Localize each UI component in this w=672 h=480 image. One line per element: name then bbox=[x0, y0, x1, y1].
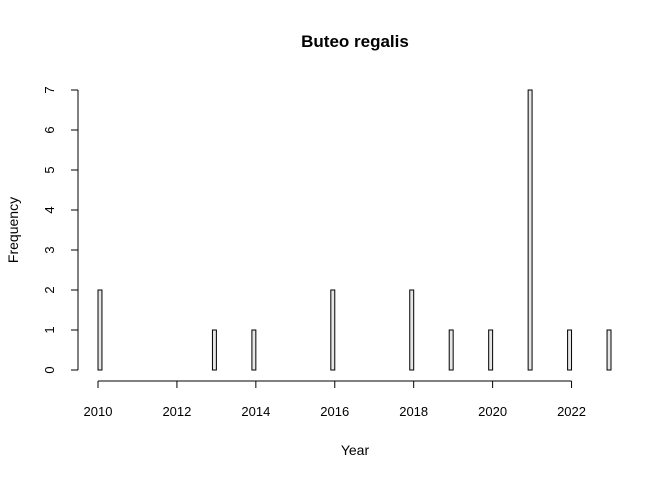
chart-title: Buteo regalis bbox=[301, 32, 409, 51]
histogram-bar bbox=[606, 329, 612, 371]
x-tick-label: 2016 bbox=[320, 404, 349, 419]
x-tick-label: 2022 bbox=[557, 404, 586, 419]
histogram-bar bbox=[488, 329, 494, 371]
x-tick-label: 2010 bbox=[84, 404, 113, 419]
histogram-bar bbox=[97, 289, 103, 371]
bar-group bbox=[97, 89, 612, 371]
x-tick-label: 2014 bbox=[241, 404, 270, 419]
x-axis: 2010 2012 2014 2016 2018 2020 2022 bbox=[84, 380, 586, 419]
x-tick-label: 2012 bbox=[162, 404, 191, 419]
histogram-bar bbox=[409, 289, 415, 371]
y-tick-label: 6 bbox=[42, 126, 57, 133]
histogram-bar bbox=[251, 329, 257, 371]
x-tick-label: 2018 bbox=[399, 404, 428, 419]
histogram-bar bbox=[211, 329, 217, 371]
y-axis: 0 1 2 3 4 5 6 7 bbox=[42, 86, 79, 374]
x-tick-label: 2020 bbox=[478, 404, 507, 419]
y-tick-label: 2 bbox=[42, 286, 57, 293]
y-tick-label: 5 bbox=[42, 166, 57, 173]
y-tick-label: 4 bbox=[42, 206, 57, 213]
y-tick-label: 1 bbox=[42, 326, 57, 333]
histogram-bar bbox=[567, 329, 573, 371]
y-axis-label: Frequency bbox=[5, 197, 21, 263]
y-tick-label: 0 bbox=[42, 366, 57, 373]
histogram-bar bbox=[527, 89, 533, 371]
y-tick-label: 7 bbox=[42, 86, 57, 93]
histogram-bar bbox=[330, 289, 336, 371]
x-axis-label: Year bbox=[341, 442, 370, 458]
histogram-bar bbox=[448, 329, 454, 371]
y-tick-label: 3 bbox=[42, 246, 57, 253]
